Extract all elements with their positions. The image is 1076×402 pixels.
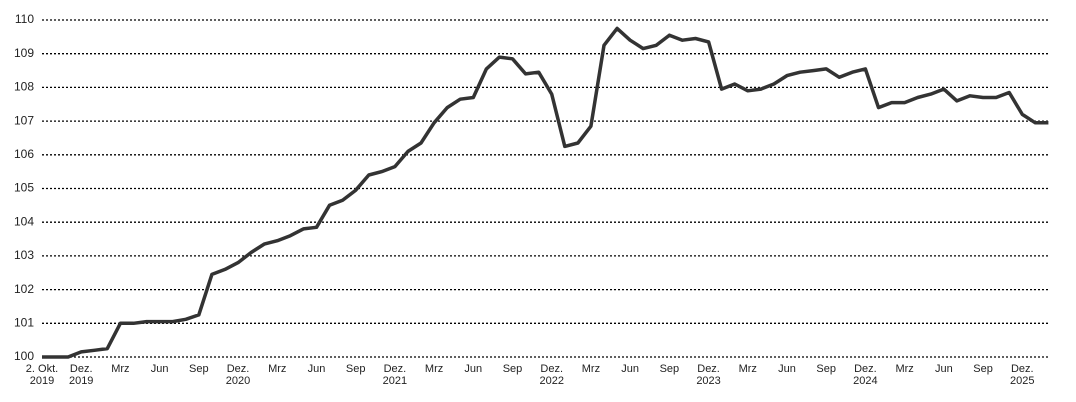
x-tick-label: Sep bbox=[973, 363, 993, 375]
x-tick-label: Dez. 2025 bbox=[1010, 363, 1035, 387]
x-tick-label: Jun bbox=[150, 363, 169, 375]
x-tick-label: 2. Okt. 2019 bbox=[25, 363, 59, 387]
x-tick-label: Sep bbox=[189, 363, 209, 375]
x-tick-label: Mrz bbox=[581, 363, 601, 375]
x-tick-label: Dez. 2019 bbox=[68, 363, 94, 387]
x-tick-label: Dez. 2024 bbox=[853, 363, 878, 387]
y-tick-label: 107 bbox=[14, 113, 34, 127]
y-tick-label: 109 bbox=[14, 46, 34, 60]
x-tick-label: Jun bbox=[778, 363, 796, 375]
x-tick-label: Dez. 2023 bbox=[696, 363, 721, 387]
x-tick-label: Dez. 2021 bbox=[382, 363, 408, 387]
y-tick-label: 100 bbox=[14, 349, 34, 363]
x-tick-label: Dez. 2022 bbox=[539, 363, 564, 387]
y-tick-label: 105 bbox=[14, 181, 34, 195]
y-tick-label: 103 bbox=[14, 248, 34, 262]
x-tick-label: Jun bbox=[307, 363, 326, 375]
y-tick-label: 102 bbox=[14, 282, 34, 296]
x-tick-label: Sep bbox=[345, 363, 366, 375]
x-tick-label: Jun bbox=[464, 363, 483, 375]
y-tick-label: 101 bbox=[14, 315, 34, 329]
x-tick-label: Jun bbox=[934, 363, 953, 375]
x-tick-label: Mrz bbox=[268, 363, 287, 375]
x-tick-label: Sep bbox=[816, 363, 836, 375]
x-tick-label: Mrz bbox=[111, 363, 130, 375]
x-tick-label: Mrz bbox=[424, 363, 444, 375]
y-tick-label: 108 bbox=[14, 80, 34, 94]
x-tick-label: Mrz bbox=[895, 363, 914, 375]
x-tick-label: Sep bbox=[502, 363, 523, 375]
x-tick-label: Jun bbox=[621, 363, 640, 375]
x-tick-label: Sep bbox=[659, 363, 680, 375]
y-tick-label: 104 bbox=[14, 214, 34, 228]
line bbox=[42, 26, 1049, 359]
x-tick-label: Dez. 2020 bbox=[225, 363, 251, 387]
x-tick-label: Mrz bbox=[738, 363, 757, 375]
y-tick-label: 106 bbox=[14, 147, 34, 161]
y-tick-label: 110 bbox=[15, 12, 34, 26]
